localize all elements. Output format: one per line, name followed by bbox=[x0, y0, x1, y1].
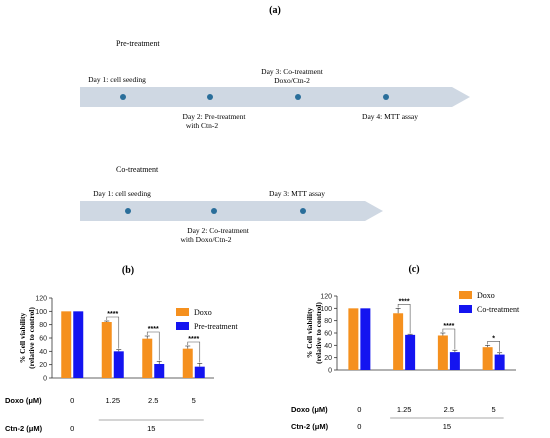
timeline-step-label: Day 2: Pre-treatment bbox=[183, 112, 247, 121]
significance-marker: **** bbox=[443, 323, 454, 330]
bar-treatment bbox=[449, 352, 460, 370]
chart-panel-c: (c) 0 20 40 60 80 100 120 % Cell viability (relat… bbox=[291, 264, 520, 431]
bar-doxo bbox=[437, 335, 448, 370]
ctn-concentration: 15 bbox=[443, 422, 451, 431]
timeline-step-sublabel: Doxo/Ctn-2 bbox=[274, 76, 310, 85]
cotreatment-timeline: Co-treatment Day 1: cell seeding Day 2: C… bbox=[80, 165, 383, 244]
significance-marker: **** bbox=[107, 311, 118, 318]
bar-doxo bbox=[182, 348, 193, 378]
timeline-dot bbox=[125, 208, 131, 214]
panel-label: (c) bbox=[408, 264, 419, 275]
doxo-concentration: 0 bbox=[357, 405, 361, 414]
y-tick-label: 80 bbox=[324, 318, 332, 325]
y-axis-label: % Cell viability bbox=[18, 313, 27, 364]
legend-swatch bbox=[459, 305, 472, 313]
bar-doxo bbox=[482, 347, 493, 370]
bar-doxo bbox=[101, 322, 112, 378]
y-tick-label: 40 bbox=[324, 343, 332, 350]
y-axis-label-secondary: (relative to control) bbox=[27, 307, 36, 369]
bar-treatment bbox=[154, 364, 165, 378]
timeline-step-label: Day 3: MTT assay bbox=[269, 189, 325, 198]
legend-swatch bbox=[459, 291, 472, 299]
y-tick-label: 80 bbox=[39, 322, 47, 329]
bar-doxo bbox=[393, 313, 404, 370]
significance-bracket bbox=[146, 331, 160, 361]
y-tick-label: 60 bbox=[324, 331, 332, 338]
doxo-concentration: 5 bbox=[192, 396, 196, 405]
timeline-step-sublabel: with Doxo/Ctn-2 bbox=[180, 235, 231, 244]
timeline-dot bbox=[211, 208, 217, 214]
significance-bracket bbox=[106, 316, 120, 349]
bar-treatment bbox=[194, 366, 205, 378]
timeline-step-label: Day 1: cell seeding bbox=[93, 189, 151, 198]
legend-label: Doxo bbox=[194, 308, 212, 317]
y-tick-label: 20 bbox=[324, 355, 332, 362]
ctn-row-label: Ctn-2 (μM) bbox=[5, 424, 43, 433]
y-tick-label: 40 bbox=[39, 349, 47, 356]
timeline-step-label: Day 1: cell seeding bbox=[88, 75, 146, 84]
panel-label: (b) bbox=[122, 265, 134, 276]
timeline-step-sublabel: with Ctn-2 bbox=[186, 121, 219, 130]
significance-marker: * bbox=[492, 335, 495, 342]
significance-marker: **** bbox=[188, 336, 199, 343]
bar-doxo bbox=[61, 311, 72, 378]
bar-doxo bbox=[348, 308, 359, 370]
y-tick-label: 20 bbox=[39, 362, 47, 369]
bar-treatment bbox=[494, 354, 505, 370]
significance-bracket bbox=[397, 304, 411, 334]
y-tick-label: 0 bbox=[328, 368, 332, 375]
legend-label: Pre-treatment bbox=[194, 322, 238, 331]
ctn-concentration: 0 bbox=[70, 424, 74, 433]
y-tick-label: 120 bbox=[35, 296, 47, 303]
doxo-concentration: 0 bbox=[70, 396, 74, 405]
pretreatment-arrow bbox=[80, 87, 470, 107]
ctn-concentration: 0 bbox=[357, 422, 361, 431]
significance-marker: **** bbox=[148, 326, 159, 333]
legend-label: Doxo bbox=[477, 291, 495, 300]
significance-bracket bbox=[442, 328, 456, 350]
y-tick-label: 120 bbox=[320, 294, 332, 301]
doxo-concentration: 5 bbox=[492, 405, 496, 414]
doxo-concentration: 1.25 bbox=[105, 396, 120, 405]
timeline-step-label: Day 2: Co-treatment bbox=[187, 226, 250, 235]
doxo-row-label: Doxo (μM) bbox=[5, 396, 42, 405]
doxo-row-label: Doxo (μM) bbox=[291, 405, 328, 414]
doxo-concentration: 1.25 bbox=[397, 405, 412, 414]
cotreatment-arrow bbox=[80, 201, 383, 221]
y-axis-label-secondary: (relative to control) bbox=[314, 302, 323, 364]
y-tick-label: 0 bbox=[43, 376, 47, 383]
ctn-row-label: Ctn-2 (μM) bbox=[291, 422, 329, 431]
bar-treatment bbox=[73, 311, 84, 378]
chart-panel-b: (b) 0 20 40 60 80 100 120 % Cell viability (relat… bbox=[5, 265, 238, 433]
timeline-dot bbox=[207, 94, 213, 100]
ctn-concentration: 15 bbox=[147, 424, 155, 433]
timeline-dot bbox=[295, 94, 301, 100]
timeline-step-label: Day 3: Co-treatment bbox=[261, 67, 324, 76]
y-axis-label: % Cell viability bbox=[305, 308, 314, 359]
figure-label-a: (a) bbox=[269, 5, 281, 16]
pretreatment-title: Pre-treatment bbox=[116, 39, 160, 48]
timeline-dot bbox=[300, 208, 306, 214]
timeline-dot bbox=[383, 94, 389, 100]
doxo-concentration: 2.5 bbox=[444, 405, 454, 414]
y-tick-label: 100 bbox=[320, 306, 332, 313]
pretreatment-timeline: Pre-treatment Day 1: cell seeding Day 2: … bbox=[80, 39, 470, 130]
bar-treatment bbox=[360, 308, 371, 370]
legend-swatch bbox=[176, 322, 189, 330]
bar-treatment bbox=[405, 334, 416, 370]
timeline-dot bbox=[120, 94, 126, 100]
bar-doxo bbox=[142, 338, 153, 378]
timeline-step-label: Day 4: MTT assay bbox=[362, 112, 418, 121]
cotreatment-title: Co-treatment bbox=[116, 165, 159, 174]
legend-label: Co-treatment bbox=[477, 305, 520, 314]
y-tick-label: 60 bbox=[39, 336, 47, 343]
bar-treatment bbox=[113, 351, 124, 378]
y-tick-label: 100 bbox=[35, 309, 47, 316]
significance-bracket bbox=[487, 341, 500, 352]
significance-bracket bbox=[187, 341, 201, 363]
doxo-concentration: 2.5 bbox=[148, 396, 158, 405]
significance-marker: **** bbox=[399, 298, 410, 305]
legend-swatch bbox=[176, 308, 189, 316]
